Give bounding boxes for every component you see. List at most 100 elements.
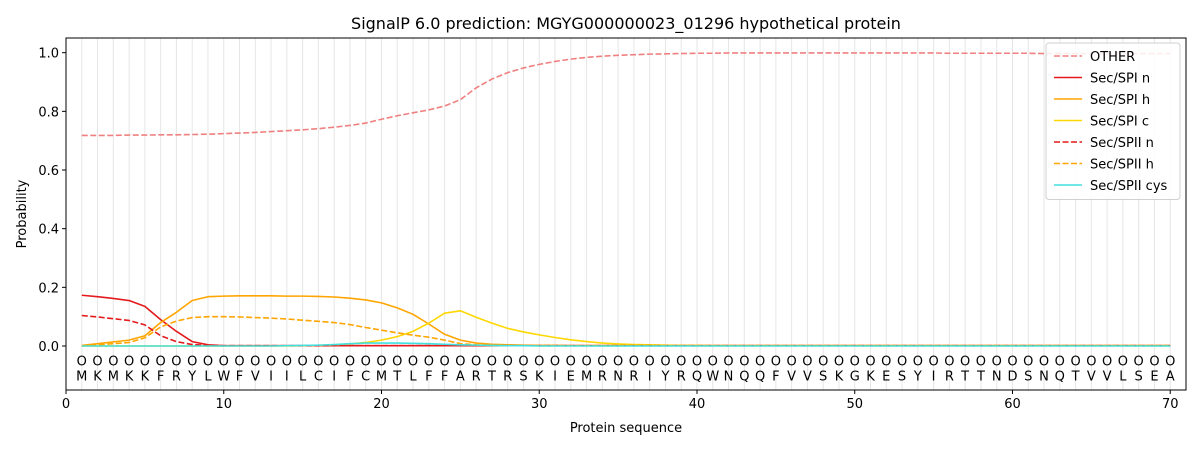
- y-tick-label: 0.8: [38, 105, 59, 120]
- position-marker: O: [992, 355, 1002, 370]
- sequence-letter: V: [1103, 369, 1112, 384]
- position-marker: O: [723, 355, 733, 370]
- position-marker: O: [676, 355, 686, 370]
- sequence-letter: R: [172, 369, 181, 384]
- position-marker: O: [944, 355, 954, 370]
- sequence-letter: W: [706, 369, 719, 384]
- sequence-letter: F: [157, 369, 164, 384]
- sequence-letter: L: [299, 369, 307, 384]
- sequence-letter: I: [332, 369, 336, 384]
- position-marker: O: [1149, 355, 1159, 370]
- sequence-letter: T: [960, 369, 969, 384]
- series-line: [81, 52, 1171, 137]
- sequence-letter: R: [677, 369, 686, 384]
- sequence-letter: I: [648, 369, 652, 384]
- position-marker: O: [613, 355, 623, 370]
- sequence-letter: D: [1007, 369, 1017, 384]
- sequence-letter: K: [835, 369, 844, 384]
- position-marker: O: [976, 355, 986, 370]
- sequence-letter: A: [456, 369, 465, 384]
- position-marker: O: [424, 355, 434, 370]
- sequence-letter: M: [581, 369, 592, 384]
- position-marker: O: [156, 355, 166, 370]
- sequence-letter: L: [204, 369, 212, 384]
- legend-label: Sec/SPII n: [1090, 136, 1154, 151]
- sequence-letter: T: [487, 369, 496, 384]
- position-marker: O: [818, 355, 828, 370]
- sequence-letter: V: [787, 369, 796, 384]
- legend-label: Sec/SPII cys: [1090, 179, 1168, 194]
- position-marker: O: [1118, 355, 1128, 370]
- sequence-letter: Q: [692, 369, 702, 384]
- position-marker: O: [629, 355, 639, 370]
- x-axis-title: Protein sequence: [570, 421, 682, 436]
- sequence-letter: N: [724, 369, 734, 384]
- sequence-letter: Q: [739, 369, 749, 384]
- sequence-letter: M: [108, 369, 119, 384]
- sequence-letter: L: [409, 369, 417, 384]
- legend-label: Sec/SPI h: [1090, 93, 1150, 108]
- position-marker: O: [518, 355, 528, 370]
- position-marker: O: [550, 355, 560, 370]
- x-tick-label: 0: [62, 397, 70, 412]
- legend-box: [1045, 42, 1181, 200]
- sequence-letter: K: [866, 369, 875, 384]
- plot-frame: [65, 37, 1187, 391]
- position-marker: O: [566, 355, 576, 370]
- position-marker: O: [534, 355, 544, 370]
- position-marker: O: [771, 355, 781, 370]
- sequence-letter: I: [285, 369, 289, 384]
- position-marker: O: [298, 355, 308, 370]
- position-marker: O: [787, 355, 797, 370]
- sequence-letter: F: [772, 369, 779, 384]
- sequence-letter: R: [598, 369, 607, 384]
- y-axis-title: Probability: [15, 179, 30, 248]
- x-tick-label: 20: [373, 397, 390, 412]
- sequence-letter: M: [376, 369, 387, 384]
- position-marker: O: [203, 355, 213, 370]
- position-marker: O: [660, 355, 670, 370]
- position-marker: O: [597, 355, 607, 370]
- series-lines: [81, 52, 1171, 347]
- sequence-letter: G: [850, 369, 860, 384]
- legend-label: Sec/SPII h: [1090, 158, 1154, 173]
- sequence-letter: W: [217, 369, 230, 384]
- position-marker: O: [408, 355, 418, 370]
- sequence-letter: Q: [755, 369, 765, 384]
- position-marker: O: [1134, 355, 1144, 370]
- position-marker: O: [219, 355, 229, 370]
- x-tick-label: 40: [689, 397, 706, 412]
- sequence-letter: K: [141, 369, 150, 384]
- sequence-letter: R: [472, 369, 481, 384]
- sequence-letter: V: [251, 369, 260, 384]
- position-marker: O: [439, 355, 449, 370]
- position-marker: O: [392, 355, 402, 370]
- position-marker: O: [692, 355, 702, 370]
- position-marker: O: [266, 355, 276, 370]
- sequence-letter: I: [553, 369, 557, 384]
- x-tick-label: 30: [531, 397, 548, 412]
- sequence-letter: Y: [913, 369, 922, 384]
- position-marker: O: [345, 355, 355, 370]
- sequence-letter: Y: [660, 369, 669, 384]
- sequence-letter: A: [1166, 369, 1175, 384]
- position-marker: O: [92, 355, 102, 370]
- sequence-letter: V: [1087, 369, 1096, 384]
- position-marker: O: [581, 355, 591, 370]
- position-marker: O: [1007, 355, 1017, 370]
- position-marker: O: [1165, 355, 1175, 370]
- sequence-letter: V: [803, 369, 812, 384]
- position-marker: O: [376, 355, 386, 370]
- legend-label: Sec/SPI c: [1090, 115, 1149, 130]
- position-marker: O: [739, 355, 749, 370]
- x-tick-label: 50: [846, 397, 863, 412]
- sequence-letter: S: [898, 369, 906, 384]
- position-marker: O: [881, 355, 891, 370]
- sequence-letter: C: [314, 369, 323, 384]
- sequence-letter: C: [361, 369, 370, 384]
- x-tick-label: 60: [1004, 397, 1021, 412]
- sequence-letter: K: [535, 369, 544, 384]
- y-tick-label: 0.0: [38, 340, 59, 355]
